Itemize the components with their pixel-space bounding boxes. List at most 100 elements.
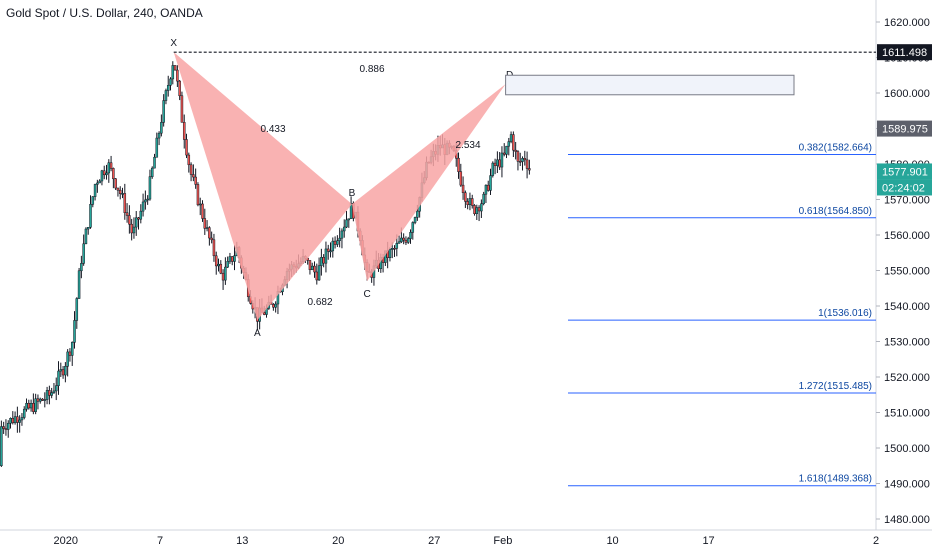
candle-body	[91, 196, 95, 205]
candle-body	[75, 298, 79, 321]
candle-body	[310, 265, 314, 271]
candle-body	[390, 248, 394, 250]
candle-body	[180, 95, 184, 123]
candle-body	[82, 243, 85, 264]
candle-body	[477, 207, 481, 212]
candle-body	[20, 417, 24, 421]
candle-body	[233, 255, 236, 262]
candle-body	[45, 390, 49, 400]
fib-level-label: 1.618(1489.368)	[799, 474, 872, 485]
candle-body	[34, 398, 37, 412]
candle-body	[411, 222, 415, 233]
candle-body	[176, 69, 179, 82]
candle-body	[153, 156, 156, 169]
candle-body	[18, 419, 21, 423]
candle-body	[498, 159, 501, 168]
candle-body	[4, 428, 8, 430]
candle-body	[406, 238, 410, 243]
candle-body	[262, 312, 266, 315]
candle-body	[70, 342, 74, 356]
candle-body	[150, 167, 154, 177]
candle-body	[22, 408, 26, 418]
bcd-triangle	[352, 84, 506, 282]
candle-body	[331, 240, 335, 252]
candle-body	[489, 175, 492, 191]
y-tick-label: 1550.000	[884, 266, 930, 278]
candle-body	[500, 152, 504, 168]
candle-body	[322, 257, 325, 264]
candle-body	[342, 226, 346, 232]
xab-triangle	[173, 52, 352, 321]
candle-body	[146, 198, 149, 201]
candle-body	[338, 237, 341, 241]
candle-body	[84, 228, 88, 245]
x-tick-label: 2020	[53, 535, 77, 547]
candle-body	[182, 122, 186, 140]
pattern-point-label: B	[349, 188, 356, 199]
fib-level-label: 1(1536.016)	[818, 308, 872, 319]
candle-body	[68, 351, 72, 356]
candle-body	[507, 141, 511, 147]
candle-body	[230, 256, 234, 262]
candle-body	[315, 271, 319, 281]
price-tag-current: 1577.901	[882, 166, 928, 178]
chart-title: Gold Spot / U.S. Dollar, 240, OANDA	[6, 6, 203, 20]
candle-body	[219, 263, 223, 274]
candle-body	[393, 248, 396, 250]
candle-body	[395, 243, 399, 249]
price-tag-last-close: 1589.975	[882, 124, 928, 136]
candle-body	[402, 237, 405, 241]
candle-body	[98, 180, 101, 184]
candle-body	[64, 366, 67, 376]
countdown-tag: 02:24:02	[882, 182, 925, 194]
candle-body	[326, 248, 330, 252]
candle-body	[114, 178, 117, 189]
candle-body	[205, 227, 209, 229]
candle-body	[80, 263, 83, 272]
candle-body	[89, 204, 92, 228]
candle-body	[107, 162, 111, 174]
candle-body	[212, 239, 216, 257]
candle-body	[466, 201, 469, 205]
pattern-ratio-label: 0.682	[307, 297, 332, 308]
candle-body	[11, 418, 15, 424]
candle-body	[155, 137, 159, 158]
price-tag-1611: 1611.498	[882, 47, 927, 59]
candle-body	[470, 198, 474, 206]
candle-body	[185, 139, 188, 156]
target-zone-box[interactable]	[505, 74, 795, 96]
candle-body	[123, 193, 127, 213]
candle-body	[194, 176, 197, 185]
candle-body	[141, 201, 145, 212]
candle-body	[336, 240, 339, 245]
candle-body	[198, 203, 202, 206]
x-tick-label: 27	[428, 535, 440, 547]
y-tick-label: 1540.000	[884, 301, 930, 313]
candle-body	[313, 265, 316, 273]
candle-body	[459, 171, 463, 186]
candle-body	[125, 212, 129, 216]
candle-body	[493, 162, 497, 166]
candle-body	[516, 151, 520, 162]
candle-body	[16, 416, 19, 423]
candle-body	[134, 217, 138, 228]
candle-body	[523, 158, 527, 161]
x-tick-label: 13	[236, 535, 248, 547]
candle-body	[340, 230, 344, 239]
candle-body	[164, 90, 168, 101]
x-tick-label: 10	[606, 535, 618, 547]
pattern-ratio-label: 0.433	[260, 124, 285, 135]
candle-body	[475, 207, 479, 214]
candle-body	[13, 416, 17, 424]
candle-body	[320, 257, 323, 266]
candle-body	[29, 403, 33, 409]
candle-body	[25, 402, 28, 410]
candle-body	[187, 154, 191, 166]
candle-body	[464, 192, 467, 202]
y-tick-label: 1510.000	[884, 408, 930, 420]
candle-body	[409, 232, 412, 239]
candle-body	[333, 240, 337, 245]
x-tick-label: 7	[157, 535, 163, 547]
fib-level-label: 1.272(1515.485)	[799, 381, 872, 392]
